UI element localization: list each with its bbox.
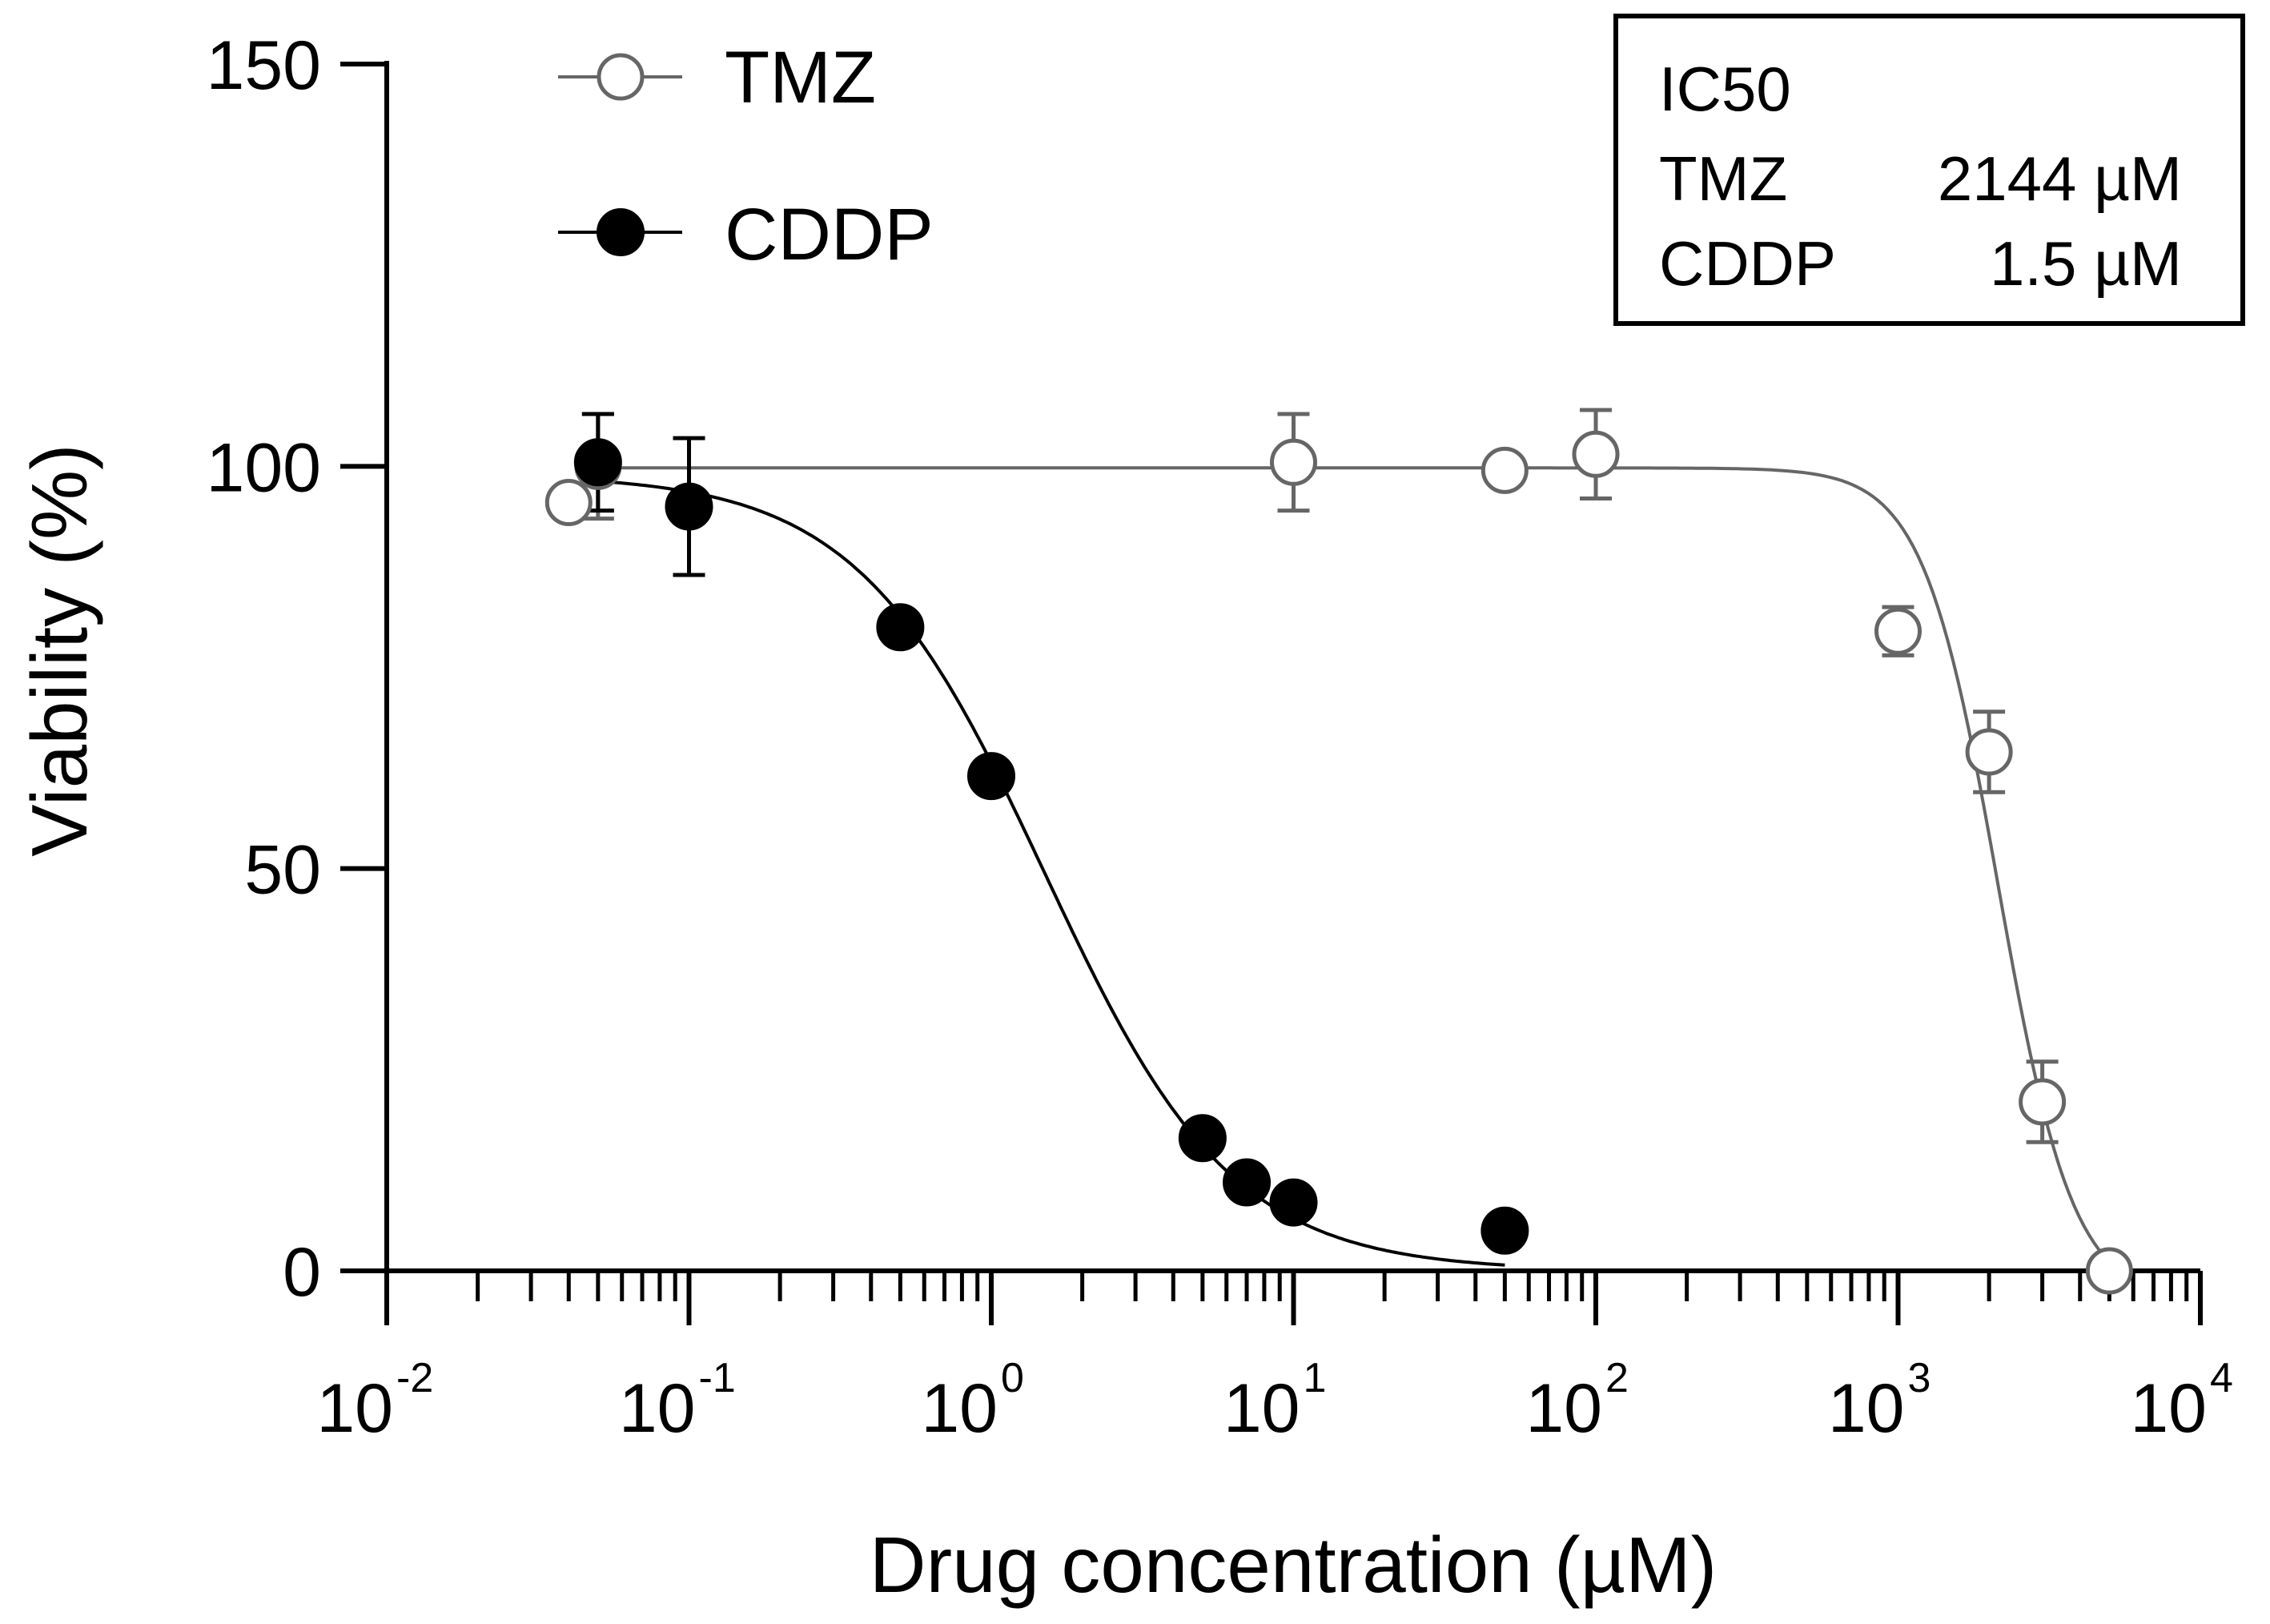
y-tick-label-100: 100 [207,429,322,506]
point-cddp-3 [967,752,1015,801]
data-markers [544,430,2133,1295]
fit-curves [597,466,2111,1267]
legend-item-tmz: TMZ [558,37,876,119]
legend-label-tmz: TMZ [725,37,876,119]
y-axis-title: Viability (%) [15,444,103,857]
x-tick-label-group: 10 1 [1223,1355,1327,1447]
point-cddp-5 [1223,1158,1272,1207]
ic50-title: IC50 [1659,54,1791,124]
point-tmz-0 [544,479,593,527]
x-tick-label-group: 10 4 [2130,1355,2233,1447]
legend-marker-cddp [597,208,645,256]
point-cddp-6 [1269,1178,1318,1227]
legend-marker-tmz [597,53,645,101]
x-tick-label-group: 10 -2 [316,1355,433,1447]
point-tmz-5 [1874,607,1922,655]
point-cddp-1 [665,482,713,531]
point-tmz-2 [1270,438,1317,486]
ic50-value-tmz: 2144 µM [1938,143,2182,214]
point-tmz-6 [1965,728,2013,776]
ic50-value-cddp: 1.5 µM [1990,228,2182,299]
ic50-annotation: IC50 TMZ 2144 µM CDDP 1.5 µM [1613,14,2245,326]
legend: TMZ CDDP [558,37,934,275]
x-tick-exponent: 2 [1605,1355,1629,1401]
x-tick-label: 10 [1828,1370,1905,1447]
x-tick-exponent: -2 [396,1355,433,1401]
ic50-box-border [1613,14,2245,326]
point-cddp-2 [876,603,925,652]
x-axis-ticks: 10 -2 10 -1 10 0 10 1 10 2 10 3 10 4 [316,1271,2233,1447]
y-tick-label-0: 0 [283,1234,321,1311]
point-tmz-8 [2085,1247,2133,1295]
legend-label-cddp: CDDP [725,194,934,275]
y-tick-label-150: 150 [207,27,322,104]
point-tmz-4 [1572,430,1620,478]
x-tick-label: 10 [921,1370,998,1447]
x-axis-title: Drug concentration (µM) [870,1521,1718,1609]
x-tick-label: 10 [1223,1370,1300,1447]
point-cddp-0 [573,438,622,487]
x-tick-exponent: -1 [699,1355,736,1401]
x-tick-label-group: 10 -1 [619,1355,736,1447]
x-tick-label: 10 [1525,1370,1602,1447]
x-tick-exponent: 1 [1304,1355,1327,1401]
error-bars [581,408,2059,1144]
point-cddp-7 [1481,1206,1529,1255]
fit-curve-cddp [597,479,1505,1267]
x-tick-exponent: 4 [2210,1355,2233,1401]
x-tick-label-group: 10 2 [1525,1355,1629,1447]
y-tick-label-50: 50 [244,832,321,909]
point-tmz-7 [2019,1078,2067,1126]
x-tick-label: 10 [2130,1370,2207,1447]
x-tick-exponent: 3 [1908,1355,1931,1401]
point-tmz-3 [1481,446,1529,494]
legend-item-cddp: CDDP [558,194,934,275]
x-tick-label-group: 10 0 [921,1355,1024,1447]
x-tick-exponent: 0 [1001,1355,1024,1401]
point-cddp-4 [1178,1114,1227,1163]
y-axis-ticks: 0 50 100 150 [207,27,387,1311]
ic50-drug-tmz: TMZ [1659,143,1787,214]
fit-curve-tmz [597,466,2111,1264]
ic50-drug-cddp: CDDP [1659,228,1836,299]
x-tick-label: 10 [619,1370,696,1447]
x-tick-label-group: 10 3 [1828,1355,1931,1447]
x-tick-label: 10 [316,1370,393,1447]
